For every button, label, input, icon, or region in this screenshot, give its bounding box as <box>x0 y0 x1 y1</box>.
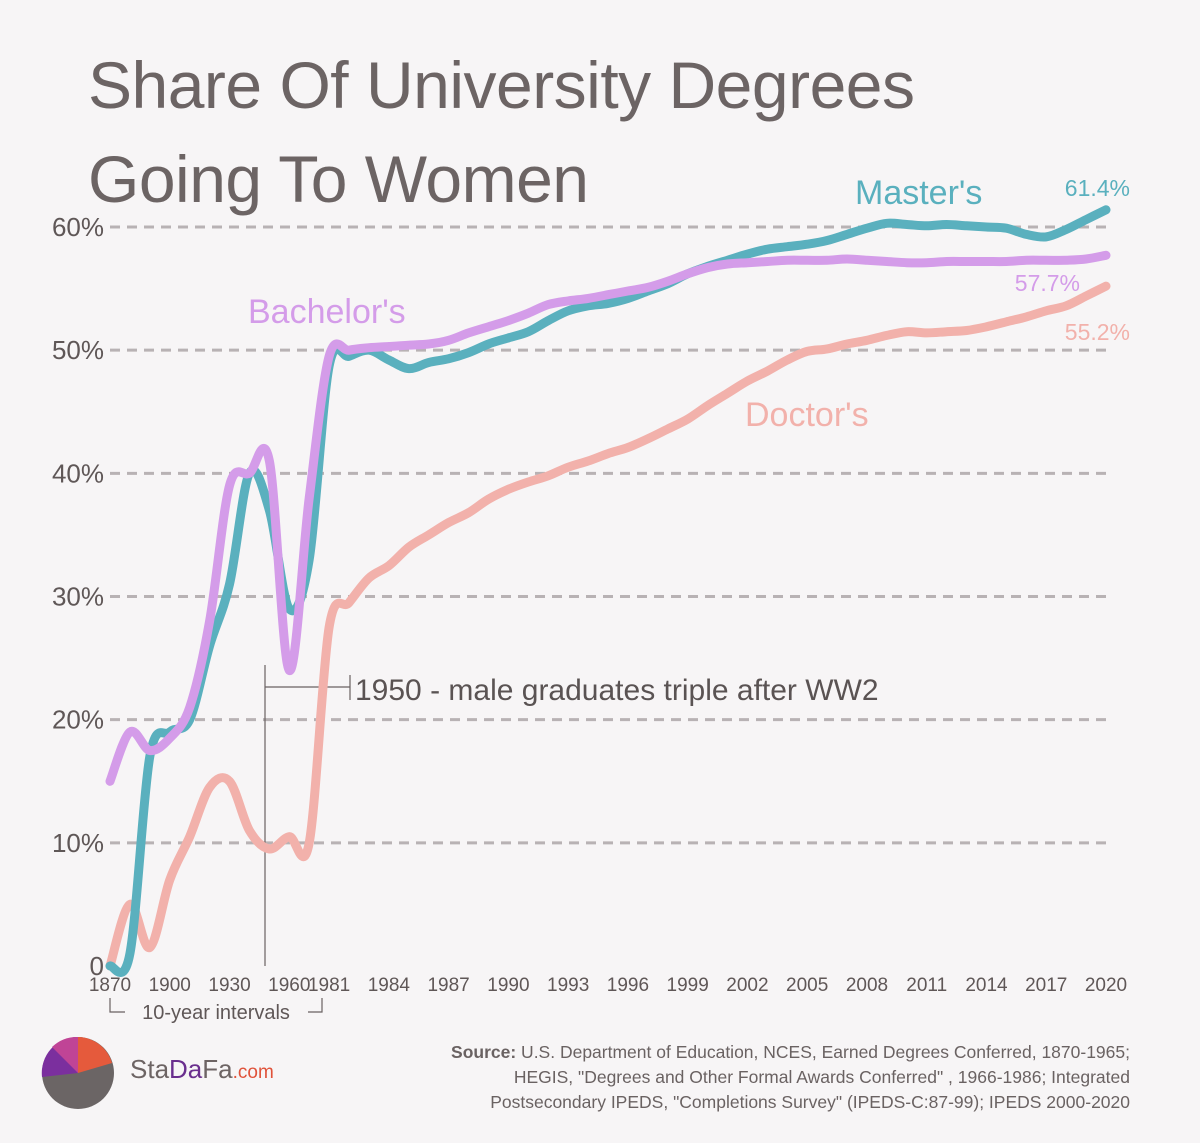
x-tick-label: 1960 <box>268 975 310 996</box>
x-tick-label: 2011 <box>906 975 947 996</box>
x-tick-label: 1993 <box>547 975 589 996</box>
interval-bracket-right <box>308 998 323 1013</box>
x-tick-label: 2005 <box>786 975 828 996</box>
source-line-1: U.S. Department of Education, NCES, Earn… <box>516 1042 1130 1062</box>
interval-note-text: 10-year intervals <box>142 1002 290 1024</box>
brand-part-b: Da <box>169 1054 203 1084</box>
series-label-masters: Master's <box>855 174 982 212</box>
x-tick-label: 1987 <box>427 975 469 996</box>
series-label-bachelors: Bachelor's <box>248 293 406 331</box>
gridlines <box>110 225 1106 845</box>
y-tick-label: 60% <box>52 212 104 242</box>
series-label-doctors: Doctor's <box>745 396 869 434</box>
annotation-group: 1950 - male graduates triple after WW2 <box>264 665 879 966</box>
x-tick-label: 2002 <box>726 975 768 996</box>
series-line-bachelors <box>105 250 1111 786</box>
y-tick-label: 10% <box>52 828 104 858</box>
x-tick-label: 1984 <box>368 975 411 996</box>
x-tick-label: 2020 <box>1085 975 1127 996</box>
source-line-2: HEGIS, "Degrees and Other Formal Awards … <box>513 1067 1130 1087</box>
y-axis-labels: 0 10% 20% 30% 40% 50% 60% <box>52 212 104 981</box>
end-label-bachelors: 57.7% <box>1015 270 1080 296</box>
y-tick-label: 20% <box>52 705 104 735</box>
x-tick-label: 1996 <box>607 975 649 996</box>
brand-part-a: Sta <box>130 1054 170 1084</box>
x-tick-label: 1930 <box>208 975 250 996</box>
chart-title: Share Of University Degrees Going To Wom… <box>88 38 1168 226</box>
x-tick-label: 1999 <box>667 975 709 996</box>
x-tick-label: 2008 <box>846 975 888 996</box>
end-label-masters: 61.4% <box>1065 175 1130 201</box>
series-lines <box>105 205 1111 977</box>
annotation-text: 1950 - male graduates triple after WW2 <box>355 674 879 707</box>
interval-note: 10-year intervals <box>109 998 323 1024</box>
source-label: Source: <box>451 1042 517 1062</box>
y-tick-label: 50% <box>52 335 104 365</box>
source-line-3: Postsecondary IPEDS, "Completions Survey… <box>490 1092 1130 1112</box>
stadafa-logo <box>41 1036 114 1109</box>
brand-domain: .com <box>232 1062 274 1083</box>
y-tick-label: 0 <box>90 951 104 981</box>
x-tick-label: 2014 <box>965 975 1008 996</box>
x-tick-label: 1990 <box>487 975 529 996</box>
y-tick-label: 40% <box>52 458 104 488</box>
end-label-doctors: 55.2% <box>1065 319 1130 345</box>
y-tick-label: 30% <box>52 582 104 612</box>
interval-bracket-left <box>109 998 125 1013</box>
x-tick-label: 2017 <box>1025 975 1067 996</box>
brand-part-c: Fa <box>202 1054 233 1084</box>
series-labels: Master's Bachelor's Doctor's 61.4% 57.7%… <box>248 174 1130 434</box>
chart-title-line-1: Share Of University Degrees <box>88 48 915 122</box>
chart-title-line-2: Going To Women <box>88 142 589 216</box>
x-tick-label: 1870 <box>89 975 131 996</box>
x-tick-label: 1981 <box>308 975 350 996</box>
x-tick-label: 1900 <box>149 975 191 996</box>
brand-name: StaDaFa.com <box>130 1054 274 1085</box>
source-note: Source: U.S. Department of Education, NC… <box>330 1040 1130 1115</box>
series-line-doctors <box>105 281 1111 971</box>
